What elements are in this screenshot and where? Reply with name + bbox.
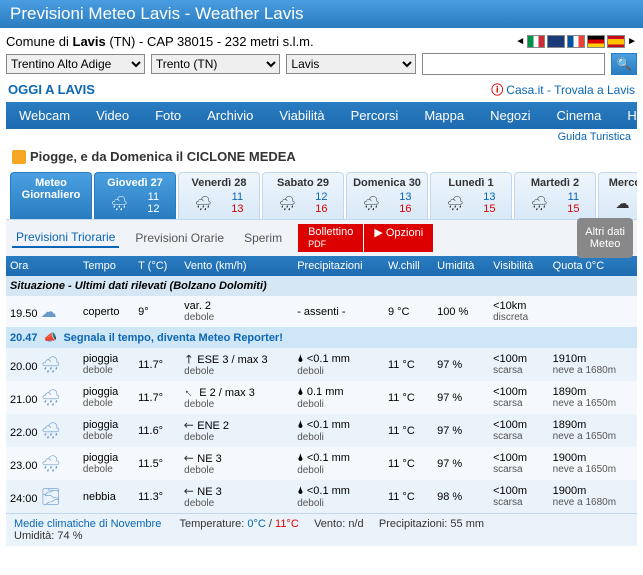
tab-day[interactable]: Lunedì 1🌧1315 [430, 172, 512, 219]
table-row: 24:00 🌫nebbia11.3°↙ NE 3debole🌢 <0.1 mmd… [6, 480, 637, 513]
subtab-triorarie[interactable]: Previsioni Triorarie [12, 228, 119, 248]
tab-day[interactable]: Sabato 29🌧1216 [262, 172, 344, 219]
table-row: 23.00 🌧pioggiadebole11.5°↙ NE 3debole🌢 <… [6, 447, 637, 480]
tab-day[interactable]: Martedì 2🌧1115 [514, 172, 596, 219]
subtab-orarie[interactable]: Previsioni Orarie [131, 229, 228, 247]
table-row: Situazione - Ultimi dati rilevati (Bolza… [6, 276, 637, 296]
nav-cinema[interactable]: Cinema [544, 102, 615, 129]
today-label: OGGI A LAVIS [8, 82, 95, 97]
nav-viabilità[interactable]: Viabilità [266, 102, 337, 129]
table-row: 22.00 🌧pioggiadebole11.6°↙ ENE 2debole🌢 … [6, 414, 637, 447]
news-headline[interactable]: Piogge, e da Domenica il CICLONE MEDEA [6, 145, 637, 168]
search-button[interactable]: 🔍 [611, 53, 637, 75]
nav-webcam[interactable]: Webcam [6, 102, 83, 129]
col-header: T (°C) [134, 256, 180, 276]
flag-es[interactable] [607, 35, 625, 48]
nav-hotel[interactable]: Hotel [614, 102, 643, 129]
language-flags: ◄ ► [515, 35, 637, 48]
nav-foto[interactable]: Foto [142, 102, 194, 129]
flag-en[interactable] [547, 35, 565, 48]
flag-it[interactable] [527, 35, 545, 48]
tab-day[interactable]: Giovedì 27🌧1112 [94, 172, 176, 219]
opzioni-button[interactable]: ▶ Opzioni [364, 224, 434, 252]
nav-percorsi[interactable]: Percorsi [338, 102, 412, 129]
flag-fr[interactable] [567, 35, 585, 48]
tab-day[interactable]: Domenica 30🌧1316 [346, 172, 428, 219]
bollettino-pdf[interactable]: BollettinoPDF [298, 224, 364, 252]
subtab-sperim[interactable]: Sperim [240, 229, 286, 247]
bollettino-buttons: BollettinoPDF ▶ Opzioni [298, 224, 434, 252]
nav-archivio[interactable]: Archivio [194, 102, 266, 129]
search-icon: 🔍 [617, 57, 632, 71]
sun-icon [12, 150, 26, 164]
table-row: 20.47 📣 Segnala il tempo, diventa Meteo … [6, 327, 637, 348]
province-select[interactable]: Trento (TN) [151, 54, 281, 74]
col-header: Precipitazioni [293, 256, 384, 276]
tab-meteo-giornaliero[interactable]: MeteoGiornaliero [10, 172, 92, 219]
casa-link[interactable]: ⓘCasa.it - Trovala a Lavis [491, 81, 635, 98]
altri-dati-button[interactable]: Altri datiMeteo [577, 218, 633, 258]
location-line: Comune di Lavis (TN) - CAP 38015 - 232 m… [6, 34, 314, 49]
page-title: Previsioni Meteo Lavis - Weather Lavis [0, 0, 643, 28]
forecast-table: OraTempoT (°C)Vento (km/h)Precipitazioni… [6, 256, 637, 513]
table-row: 19.50 ☁coperto9°var. 2debole- assenti -9… [6, 296, 637, 327]
nav-video[interactable]: Video [83, 102, 142, 129]
col-header: Visibilità [489, 256, 549, 276]
nav-mappa[interactable]: Mappa [411, 102, 477, 129]
col-header: W.chill [384, 256, 433, 276]
col-header: Ora [6, 256, 79, 276]
col-header: Quota 0°C [549, 256, 637, 276]
climate-averages: Medie climatiche di Novembre Temperature… [6, 513, 637, 546]
city-select[interactable]: Lavis [286, 54, 416, 74]
main-nav: WebcamVideoFotoArchivioViabilitàPercorsi… [6, 102, 637, 129]
search-input[interactable] [422, 53, 605, 75]
tab-day[interactable]: Mercoledì 3☁1015 [598, 172, 637, 219]
col-header: Umidità [433, 256, 489, 276]
table-row: 21.00 🌧pioggiadebole11.7°← E 2 / max 3de… [6, 381, 637, 414]
info-icon: ⓘ [491, 83, 503, 97]
col-header: Tempo [79, 256, 134, 276]
col-header: Vento (km/h) [180, 256, 293, 276]
nav-negozi[interactable]: Negozi [477, 102, 543, 129]
guida-link[interactable]: Guida Turistica [6, 129, 637, 145]
table-row: 20.00 🌧pioggiadebole11.7°↖ ESE 3 / max 3… [6, 348, 637, 381]
tab-day[interactable]: Venerdì 28🌧1113 [178, 172, 260, 219]
region-select[interactable]: Trentino Alto Adige [6, 54, 145, 74]
flag-de[interactable] [587, 35, 605, 48]
